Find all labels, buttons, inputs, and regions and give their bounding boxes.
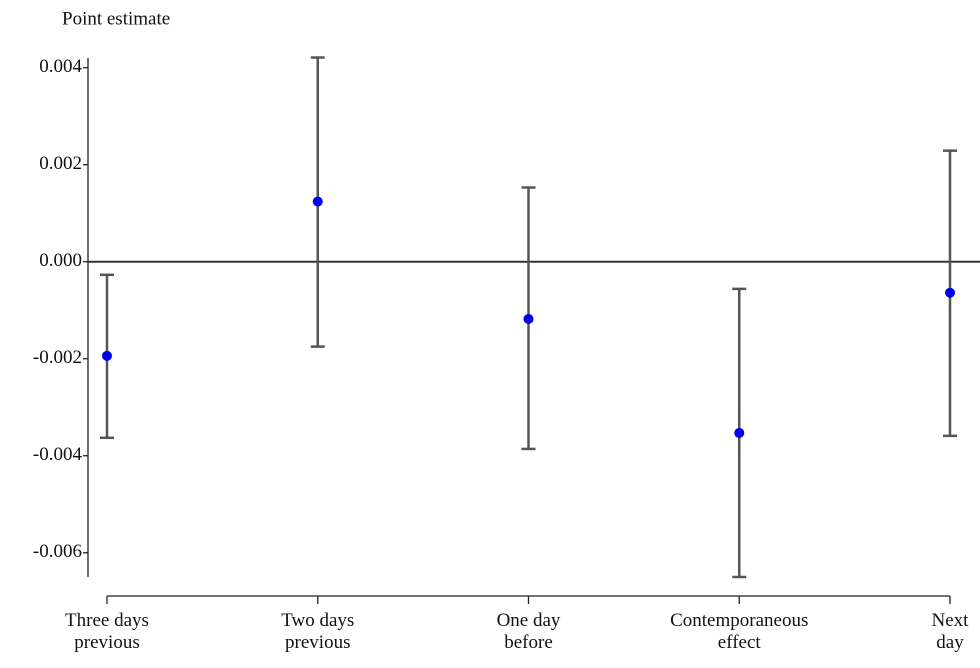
y-tick-label: -0.002 bbox=[33, 347, 82, 368]
x-tick-label: Three days previous bbox=[65, 610, 149, 653]
point-estimate bbox=[523, 313, 534, 324]
y-tick-label: 0.000 bbox=[39, 250, 82, 271]
x-tick-label: One day before bbox=[496, 610, 561, 653]
y-tick-label: 0.004 bbox=[39, 56, 82, 77]
x-tick-label: Contemporaneous effect bbox=[670, 610, 809, 653]
y-tick-label: 0.002 bbox=[39, 153, 82, 174]
point-estimate bbox=[312, 196, 323, 207]
y-tick-label: -0.006 bbox=[33, 541, 82, 562]
y-tick-label: -0.004 bbox=[33, 444, 83, 465]
point-estimate bbox=[734, 427, 745, 438]
y-axis-title: Point estimate bbox=[62, 8, 170, 29]
x-tick-label: Next day bbox=[931, 610, 969, 653]
point-estimate bbox=[102, 350, 112, 361]
point-estimate bbox=[945, 287, 955, 298]
x-tick-label: Two days previous bbox=[281, 610, 355, 653]
